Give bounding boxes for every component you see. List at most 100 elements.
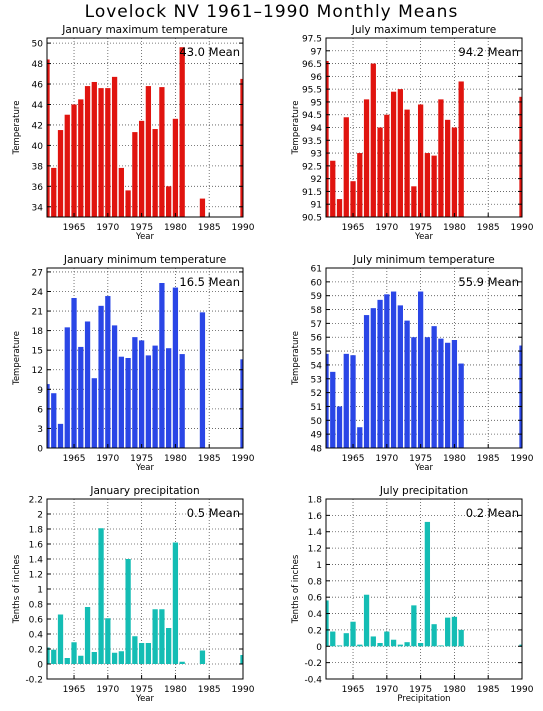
bar-1962 (51, 649, 57, 664)
bar-1973 (125, 559, 131, 664)
chart-title: January precipitation (89, 485, 199, 497)
y-tick-label: 0 (316, 643, 322, 653)
mean-label: 55.9 Mean (458, 275, 519, 289)
bar-1966 (78, 99, 84, 217)
bar-1964 (343, 633, 349, 647)
bar-1990 (519, 345, 522, 448)
bar-1966 (357, 427, 363, 448)
x-tick-label: 1985 (198, 454, 221, 464)
bar-1966 (78, 346, 84, 448)
y-tick-label: 0.4 (29, 631, 44, 641)
bar-1964 (343, 117, 349, 217)
y-tick-label: 90.5 (302, 214, 322, 224)
y-tick-label: 92 (311, 175, 322, 185)
y-tick-label: 1.8 (29, 526, 44, 536)
chart-jul-precip: -0.4 -0.2 0 0.2 0.4 0.6 0.8 1 1.2 1.4 1.6 1.8 1965 19… (291, 485, 534, 704)
bar-1970 (384, 631, 390, 647)
bar-1963 (336, 406, 343, 448)
bar-1990 (519, 644, 522, 647)
y-tick-label: 94 (311, 124, 323, 134)
bar-1961 (326, 353, 329, 448)
y-tick-label: 0.4 (308, 610, 323, 620)
bar-1976 (424, 521, 431, 647)
x-axis-label: Precipitation (397, 694, 450, 704)
x-axis-label: Year (414, 232, 434, 242)
x-tick-label: 1970 (375, 685, 398, 695)
bar-1965 (350, 181, 356, 217)
y-tick-label: 95 (311, 98, 322, 108)
y-tick-label: 93.5 (302, 137, 322, 147)
bar-1963 (57, 614, 64, 664)
x-tick-label: 1965 (63, 685, 86, 695)
y-tick-label: 15 (32, 347, 43, 357)
bar-1974 (132, 132, 138, 217)
x-tick-label: 1980 (443, 223, 466, 233)
mean-label: 16.5 Mean (179, 275, 240, 289)
bar-1978 (438, 99, 444, 217)
bar-1967 (363, 99, 370, 217)
mean-label: 43.0 Mean (179, 45, 240, 59)
bar-1968 (91, 81, 97, 218)
bar-1961 (47, 59, 50, 218)
x-tick-label: 1970 (96, 454, 119, 464)
bar-1967 (84, 607, 91, 664)
bar-1971 (111, 652, 118, 664)
bar-1968 (370, 63, 376, 218)
bar-1979 (166, 186, 172, 217)
y-tick-label: 53 (311, 375, 322, 385)
y-tick-label: 91 (311, 201, 322, 211)
bar-1962 (51, 393, 57, 448)
bar-1972 (118, 167, 124, 217)
bar-1973 (404, 320, 410, 448)
bar-1978 (159, 609, 165, 664)
x-tick-label: 1990 (232, 223, 255, 233)
y-axis-label: Temperature (12, 101, 22, 156)
bar-1965 (350, 355, 356, 448)
bar-1971 (111, 325, 118, 448)
bar-1976 (145, 86, 152, 218)
bar-1961 (47, 647, 50, 664)
x-tick-label: 1980 (443, 685, 466, 695)
bar-1978 (159, 87, 165, 218)
bar-1979 (445, 119, 451, 217)
page-title: Lovelock NV 1961–1990 Monthly Means (84, 2, 459, 22)
bar-1981 (179, 47, 185, 217)
plot-frame (46, 267, 244, 449)
bar-1965 (350, 621, 356, 647)
bar-1971 (390, 639, 397, 647)
y-tick-label: 0.8 (308, 577, 323, 587)
y-tick-label: 91.5 (302, 188, 322, 198)
y-tick-label: 1.6 (308, 512, 323, 522)
y-tick-label: 0.6 (308, 594, 323, 604)
bar-1964 (64, 327, 70, 448)
y-tick-label: 57 (311, 320, 322, 330)
bar-1969 (377, 643, 383, 647)
y-tick-label: 21 (32, 308, 43, 318)
bar-1990 (240, 359, 243, 448)
y-tick-label: 49 (311, 431, 323, 441)
y-tick-label: 40 (32, 142, 44, 152)
x-tick-label: 1985 (477, 223, 500, 233)
bar-1975 (138, 340, 145, 448)
bar-1962 (330, 631, 336, 647)
bar-1965 (71, 298, 77, 448)
bar-1964 (64, 114, 70, 217)
bar-1976 (145, 643, 152, 664)
bar-1974 (132, 337, 138, 448)
x-tick-label: 1965 (342, 685, 365, 695)
bar-1975 (417, 291, 424, 448)
bar-1974 (411, 186, 417, 217)
y-tick-label: 6 (37, 405, 43, 415)
y-tick-label: 27 (32, 268, 43, 278)
bar-1969 (98, 305, 104, 448)
y-axis-label: Tenths of inches (291, 554, 301, 624)
x-tick-label: 1985 (198, 223, 221, 233)
bar-1973 (125, 190, 131, 217)
bar-1963 (57, 423, 64, 448)
y-tick-label: 18 (32, 327, 44, 337)
bar-1966 (357, 644, 363, 647)
x-tick-label: 1975 (409, 223, 432, 233)
x-tick-label: 1980 (443, 454, 466, 464)
bar-1975 (417, 104, 424, 217)
